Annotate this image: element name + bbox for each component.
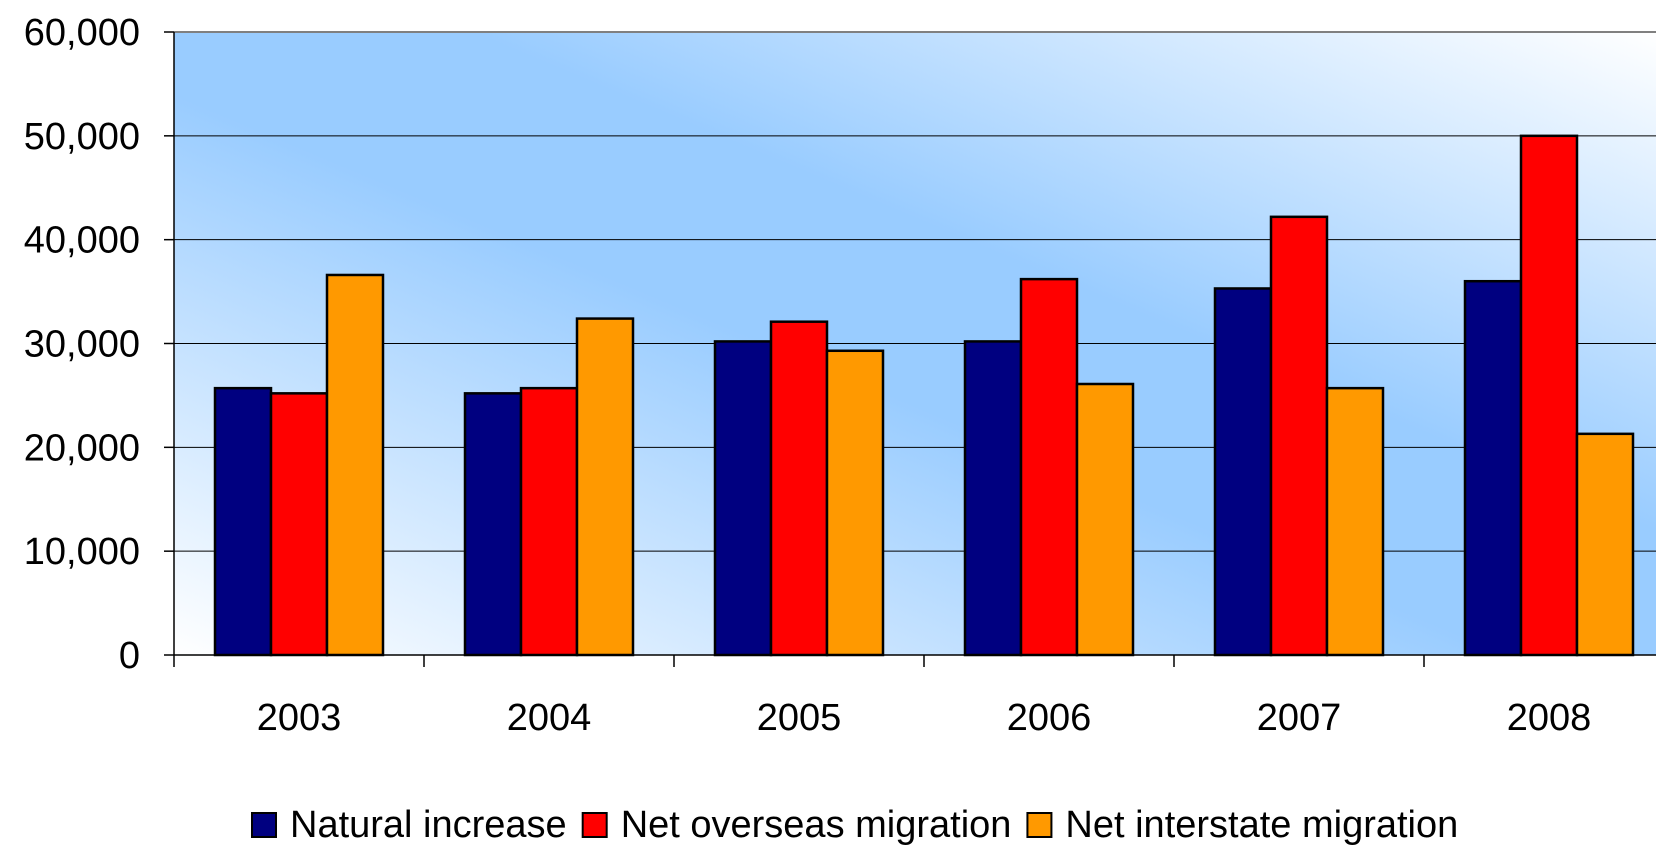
bar: [1215, 288, 1271, 655]
legend-label: Net overseas migration: [621, 804, 1012, 846]
legend-swatch: [252, 813, 276, 837]
bar: [327, 275, 383, 655]
bar: [521, 388, 577, 655]
legend: Natural increase Net overseas migration Ne…: [252, 804, 1458, 846]
y-tick-label: 20,000: [24, 427, 140, 469]
legend-swatch: [1027, 813, 1051, 837]
bar: [771, 322, 827, 655]
y-tick-label: 10,000: [24, 531, 140, 573]
bar: [577, 319, 633, 655]
bar: [1327, 388, 1383, 655]
bar: [827, 351, 883, 655]
bar: [715, 341, 771, 655]
x-tick-label: 2005: [757, 697, 842, 739]
y-tick-label: 30,000: [24, 324, 140, 366]
x-tick-label: 2007: [1257, 697, 1342, 739]
bar: [1271, 217, 1327, 655]
legend-swatch: [583, 813, 607, 837]
y-tick-label: 50,000: [24, 116, 140, 158]
y-tick-label: 40,000: [24, 220, 140, 262]
x-tick-label: 2004: [507, 697, 592, 739]
y-tick-label: 60,000: [24, 12, 140, 54]
bar: [1577, 434, 1633, 655]
bar: [215, 388, 271, 655]
x-tick-label: 2003: [257, 697, 342, 739]
bar: [965, 341, 1021, 655]
bar: [1021, 279, 1077, 655]
bar: [1465, 281, 1521, 655]
legend-label: Natural increase: [290, 804, 567, 846]
legend-label: Net interstate migration: [1065, 804, 1458, 846]
y-tick-label: 0: [119, 635, 140, 677]
bar: [271, 393, 327, 655]
bar: [1077, 384, 1133, 655]
x-tick-label: 2008: [1507, 697, 1592, 739]
bar: [1521, 136, 1577, 655]
bar: [465, 393, 521, 655]
x-tick-label: 2006: [1007, 697, 1092, 739]
